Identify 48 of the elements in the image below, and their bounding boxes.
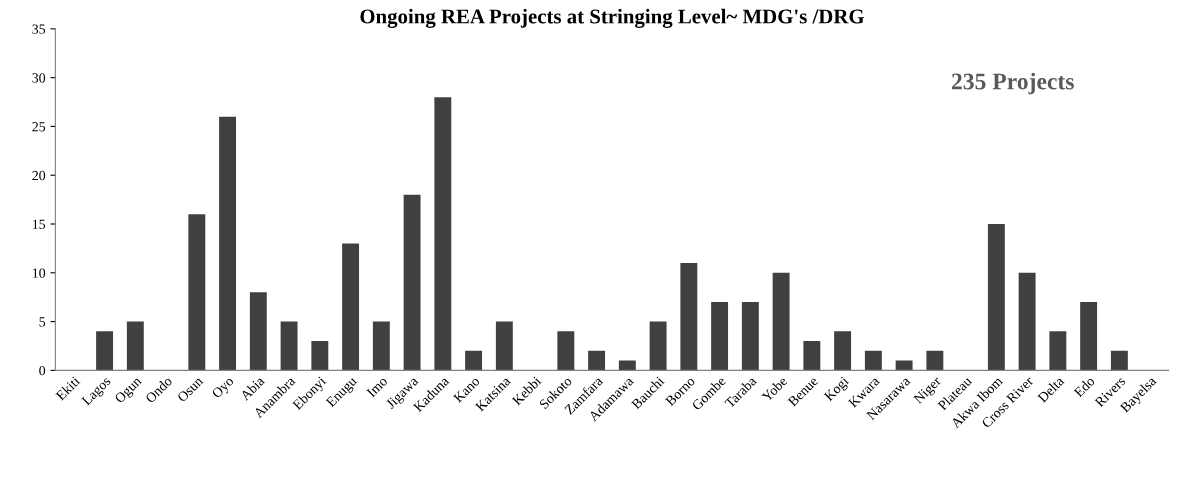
bar (1110, 350, 1128, 371)
x-tick-label: Imo (366, 375, 388, 398)
bar (188, 214, 206, 371)
bar (926, 350, 944, 371)
annotation: 235 Projects (951, 72, 1074, 95)
bar (434, 97, 452, 371)
bar (403, 194, 421, 371)
bar (834, 331, 852, 371)
bar (280, 321, 298, 371)
y-tick-label: 10 (32, 268, 46, 278)
bar (1080, 302, 1098, 371)
bar (126, 321, 144, 371)
bar (495, 321, 513, 371)
bar (803, 341, 821, 371)
bar (249, 292, 267, 371)
bar (864, 350, 882, 371)
bar (372, 321, 390, 371)
bar (1049, 331, 1067, 371)
y-tick-label: 15 (32, 219, 46, 229)
x-tick-label: Yobe (760, 375, 788, 403)
x-tick-label: Ondo (144, 375, 173, 404)
y-tick-label: 0 (39, 365, 46, 376)
bar (618, 360, 636, 371)
y-tick-label: 35 (32, 24, 46, 34)
bar (219, 116, 237, 371)
bar (311, 341, 329, 371)
bar (895, 360, 913, 371)
y-tick-label: 30 (32, 73, 46, 83)
bar (342, 243, 360, 371)
x-tick-label: Edo (1073, 375, 1096, 398)
bar (649, 321, 667, 371)
bar (1018, 272, 1036, 371)
y-tick-label: 20 (32, 170, 46, 181)
bar (772, 272, 790, 371)
y-tick-label: 25 (32, 122, 46, 132)
bar (987, 224, 1005, 371)
bar (465, 350, 483, 371)
bar (680, 263, 698, 371)
bar (96, 331, 114, 371)
x-tick-label: Ogun (114, 375, 145, 406)
bar (588, 350, 606, 371)
chart-title: Ongoing REA Projects at Stringing Level~ MDG's /DRG (360, 8, 865, 28)
bar (741, 302, 759, 371)
x-tick-label: Osun (176, 375, 204, 403)
bar (711, 302, 729, 371)
bar (557, 331, 575, 371)
y-tick-label: 5 (39, 317, 46, 327)
x-tick-label: Oyo (211, 375, 237, 401)
